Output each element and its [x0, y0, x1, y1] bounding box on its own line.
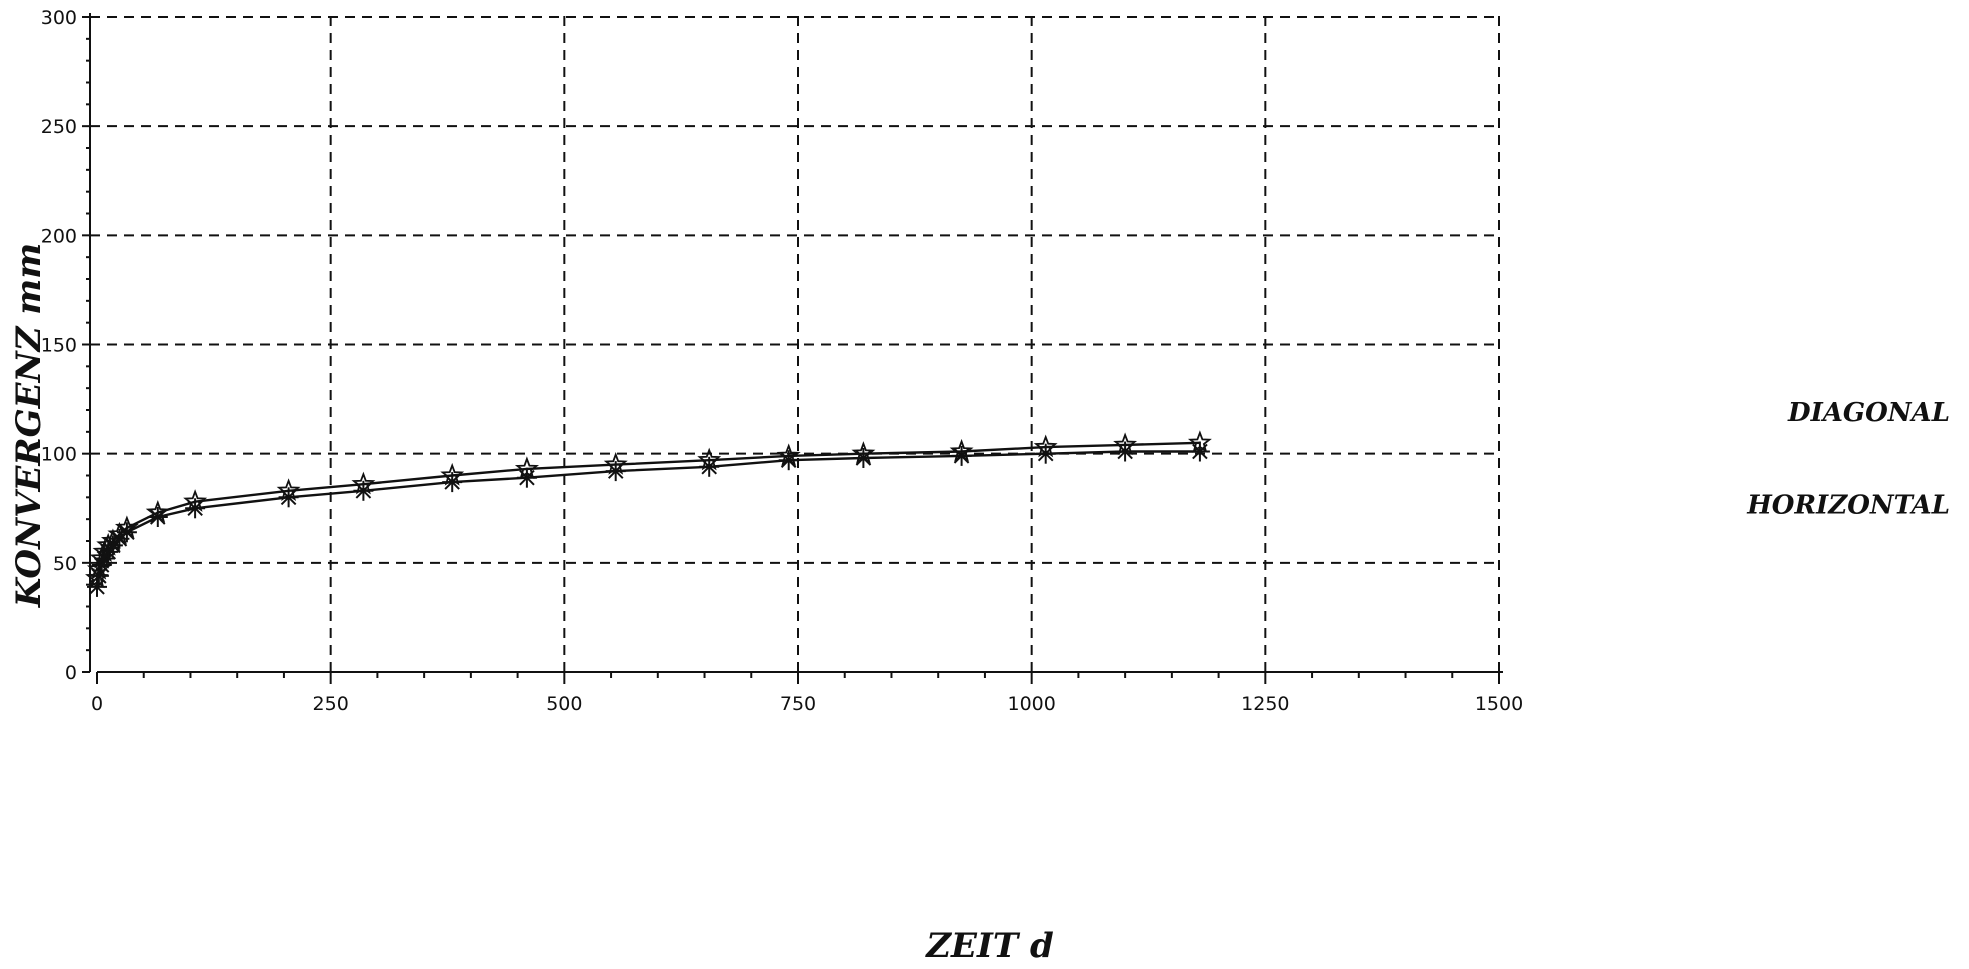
y-tick-label: 0 — [65, 662, 77, 684]
x-tick-label: 1500 — [1475, 693, 1523, 715]
data-point-asterisk — [605, 461, 626, 482]
data-point-asterisk — [699, 456, 720, 477]
series-line — [95, 450, 1200, 588]
y-axis-title: KONVERGENZ mm — [9, 243, 49, 609]
data-point-asterisk — [147, 507, 168, 527]
axis-ticks: 0 50 100 150 200 250 300 0 250 500 750 1000 1250 1500 — [41, 7, 1523, 715]
data-point-asterisk — [278, 487, 299, 508]
data-series — [85, 430, 1212, 597]
data-point-asterisk — [516, 467, 537, 488]
y-tick-label: 150 — [41, 335, 77, 357]
y-tick-label: 200 — [41, 225, 77, 247]
y-tick-label: 50 — [53, 553, 77, 575]
series-horizontal — [87, 441, 1210, 597]
data-point-asterisk — [353, 480, 374, 501]
series-label-diagonal: DIAGONAL — [1787, 398, 1950, 428]
data-point-asterisk — [1035, 443, 1056, 464]
data-point-asterisk — [778, 450, 799, 471]
data-point-asterisk — [1115, 441, 1136, 462]
x-tick-label: 0 — [91, 693, 103, 715]
x-tick-label: 1250 — [1241, 693, 1289, 715]
data-point-asterisk — [185, 498, 206, 519]
series-line — [95, 441, 1200, 579]
grid-lines — [90, 13, 1500, 672]
y-tick-label: 250 — [41, 116, 77, 138]
x-axis-title: ZEIT d — [924, 926, 1054, 966]
x-tick-label: 250 — [313, 693, 349, 715]
data-point-asterisk — [116, 522, 137, 543]
x-tick-label: 1000 — [1007, 693, 1055, 715]
y-tick-label: 300 — [41, 7, 77, 29]
data-point-asterisk — [951, 445, 972, 466]
x-tick-label: 750 — [780, 693, 816, 715]
series-diagonal — [85, 430, 1212, 589]
series-label-horizontal: HORIZONTAL — [1746, 490, 1950, 520]
data-point-asterisk — [853, 448, 874, 468]
data-point-asterisk — [442, 472, 463, 493]
y-tick-label: 100 — [41, 444, 77, 466]
x-tick-label: 500 — [546, 693, 582, 715]
axes — [89, 13, 1503, 673]
series-labels: DIAGONAL HORIZONTAL — [1746, 398, 1950, 521]
data-point-asterisk — [1189, 441, 1210, 462]
